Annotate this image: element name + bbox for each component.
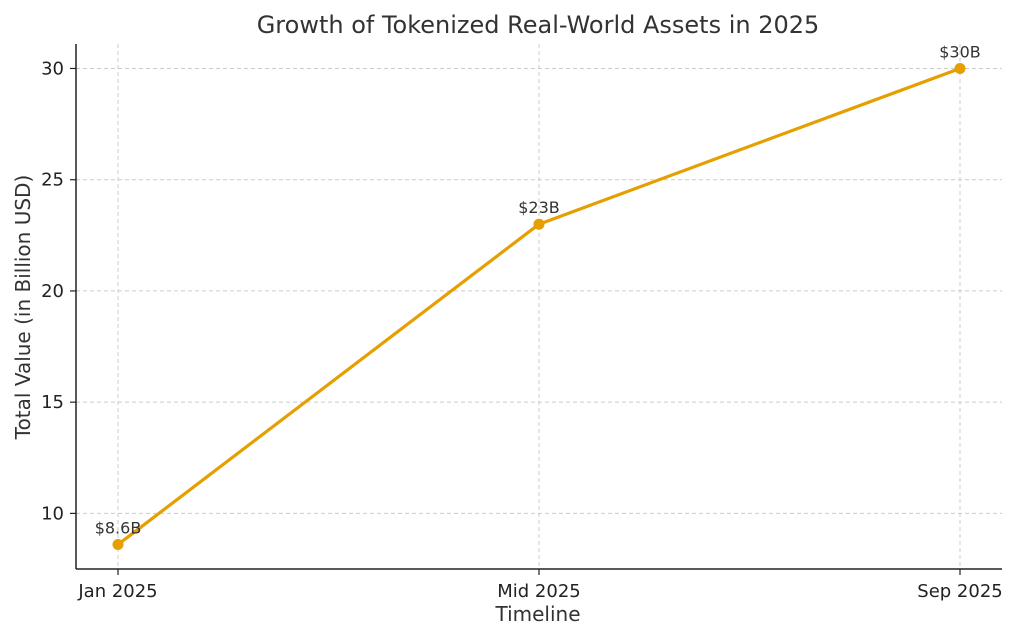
- data-labels: $8.6B $23B $30B: [95, 42, 981, 537]
- x-axis-ticks: Jan 2025 Mid 2025 Sep 2025: [77, 569, 1003, 602]
- y-tick-label: 20: [41, 281, 64, 302]
- y-tick-label: 30: [41, 58, 64, 79]
- series-group: [112, 62, 966, 551]
- chart-title: Growth of Tokenized Real-World Assets in…: [257, 11, 820, 39]
- data-label: $30B: [939, 42, 981, 61]
- y-axis-label: Total Value (in Billion USD): [11, 175, 35, 441]
- y-tick-label: 25: [41, 170, 64, 191]
- y-axis-ticks: 10 15 20 25 30: [41, 58, 76, 524]
- y-tick-label: 15: [41, 392, 64, 413]
- x-axis-label: Timeline: [494, 602, 580, 626]
- x-tick-label: Sep 2025: [917, 581, 1002, 602]
- data-label: $8.6B: [95, 519, 142, 538]
- x-tick-label: Mid 2025: [497, 581, 581, 602]
- data-point: [954, 62, 966, 74]
- y-tick-label: 10: [41, 503, 64, 524]
- x-tick-label: Jan 2025: [77, 581, 157, 602]
- data-label: $23B: [518, 198, 560, 217]
- grid-lines: [76, 44, 1002, 569]
- data-point: [533, 218, 545, 230]
- data-point: [112, 539, 124, 551]
